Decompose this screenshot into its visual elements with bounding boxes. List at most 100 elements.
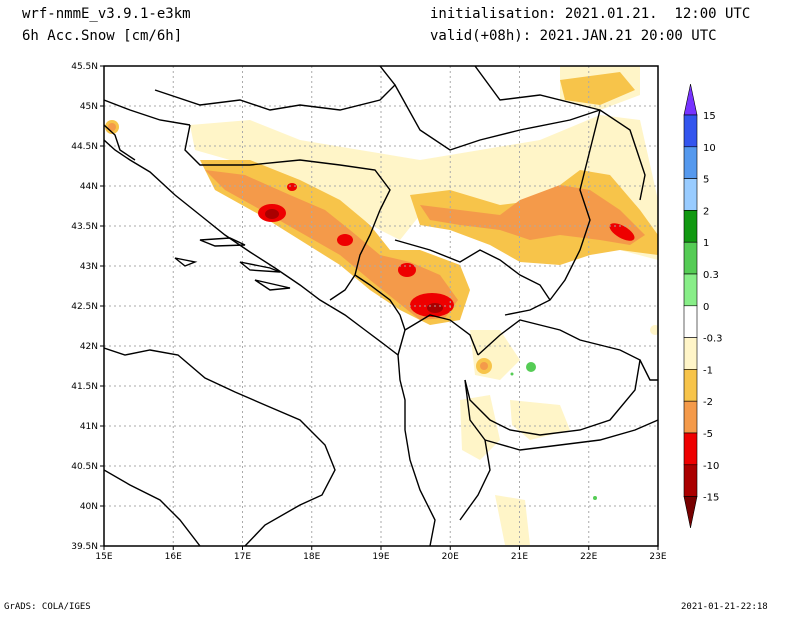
border-srb-bg: [504, 109, 601, 316]
italy-heel: [104, 469, 201, 546]
snow-orange-spot2: [480, 362, 488, 370]
legend-label: 0.3: [703, 270, 719, 281]
precip-field: [105, 66, 658, 545]
island-3: [254, 279, 291, 291]
lat-label: 42.5N: [71, 302, 98, 312]
italy-coast: [104, 347, 336, 546]
border-slo-hr: [104, 99, 191, 126]
snow-light-macedonia: [510, 400, 570, 440]
border-alb-south: [459, 379, 491, 521]
snow-orange-spot: [108, 123, 116, 131]
lon-label: 23E: [649, 552, 666, 562]
legend-label: 5: [703, 175, 709, 186]
lon-label: 19E: [372, 552, 389, 562]
latitude-labels: 45.5N 45N 44.5N 44N 43.5N 43N 42.5N 42N 41.5N 41N…: [71, 62, 104, 552]
field-title: 6h Acc.Snow [cm/6h]: [22, 28, 183, 44]
lat-label: 43.5N: [71, 222, 98, 232]
legend-swatch: [683, 369, 698, 402]
lon-label: 16E: [165, 552, 182, 562]
istria: [104, 124, 136, 161]
snow-red-4: [398, 263, 416, 277]
snow-red-3: [337, 234, 353, 246]
border-gr: [484, 419, 658, 451]
lon-label: 17E: [234, 552, 251, 562]
border-alb-north: [404, 314, 479, 356]
lon-label: 22E: [580, 552, 597, 562]
lat-label: 41N: [80, 422, 98, 432]
lat-label: 42N: [80, 342, 98, 352]
snow-red-2: [287, 183, 297, 191]
legend-label: 1: [703, 238, 709, 249]
legend-swatch: [683, 400, 698, 434]
legend-swatch: [683, 178, 698, 211]
snow-green-2: [593, 496, 597, 500]
lat-label: 41.5N: [71, 382, 98, 392]
map-grid: [104, 66, 658, 546]
lat-label: 44N: [80, 182, 98, 192]
legend-label: -2: [703, 397, 713, 408]
border-ro-bg: [474, 66, 601, 111]
legend-label: -1: [703, 365, 713, 376]
lon-label: 15E: [95, 552, 112, 562]
model-name: wrf-nmmE_v3.9.1-e3km: [22, 6, 191, 22]
legend-label: -10: [703, 461, 719, 472]
border-srb-kos: [394, 239, 551, 301]
legend-label: 2: [703, 206, 709, 217]
snow-red-6: [609, 223, 635, 241]
snow-orange-east: [420, 185, 645, 245]
border-srb-east: [394, 84, 646, 201]
lon-label: 18E: [303, 552, 320, 562]
legend-swatch: [683, 114, 698, 148]
border-mne: [354, 274, 406, 356]
legend-swatch: [683, 273, 698, 307]
longitude-labels: 15E 16E 17E 18E 19E 20E 21E 22E 23E: [95, 546, 667, 562]
legend-label: 15: [703, 111, 716, 122]
legend-swatch: [683, 337, 698, 370]
lat-label: 40.5N: [71, 462, 98, 472]
lat-label: 44.5N: [71, 142, 98, 152]
credit-text: GrADS: COLA/IGES: [4, 602, 91, 612]
border-hu: [154, 66, 396, 111]
legend-label: -0.3: [703, 334, 723, 345]
legend-label: 10: [703, 143, 716, 154]
snow-light-spot: [650, 325, 658, 335]
coastlines: [104, 66, 658, 546]
lon-label: 20E: [442, 552, 459, 562]
color-legend: 15 10 5 2 1 0.3 0 -0.3 -1 -2 -5 -10 -15: [683, 83, 723, 529]
snow-green-1: [526, 362, 536, 372]
lat-label: 45.5N: [71, 62, 98, 72]
border-bih-north: [184, 124, 391, 211]
snow-light-albania: [460, 395, 500, 460]
legend-swatch: [683, 210, 698, 243]
lat-label: 45N: [80, 102, 98, 112]
legend-swatch: [683, 146, 698, 179]
adriatic-east-coast: [104, 139, 436, 546]
legend-bottom-arrow: [683, 496, 698, 529]
snow-yellow-north: [560, 72, 635, 105]
legend-swatch: [683, 241, 698, 275]
legend-label: -15: [703, 493, 719, 504]
timestamp-text: 2021-01-21-22:18: [681, 602, 768, 612]
snow-green-3: [510, 372, 514, 376]
snow-darkred-2: [427, 303, 443, 313]
init-time: initialisation: 2021.01.21. 12:00 UTC: [430, 6, 751, 22]
lat-label: 43N: [80, 262, 98, 272]
legend-swatch: [683, 464, 698, 497]
legend-swatch: [683, 432, 698, 466]
valid-time: valid(+08h): 2021.JAN.21 20:00 UTC: [430, 28, 717, 44]
lon-label: 21E: [511, 552, 528, 562]
border-bih-east: [329, 209, 381, 301]
island-1: [199, 237, 246, 247]
lat-label: 39.5N: [71, 542, 98, 552]
legend-label: -5: [703, 429, 713, 440]
island-2: [239, 261, 281, 273]
island-4: [174, 257, 198, 267]
border-bg-gr: [639, 359, 658, 381]
lat-label: 40N: [80, 502, 98, 512]
legend-swatch: [683, 305, 698, 338]
snow-darkred-1: [265, 209, 279, 219]
snow-light-greece: [495, 495, 530, 545]
legend-label: 0: [703, 302, 709, 313]
legend-top-arrow: [683, 83, 698, 116]
